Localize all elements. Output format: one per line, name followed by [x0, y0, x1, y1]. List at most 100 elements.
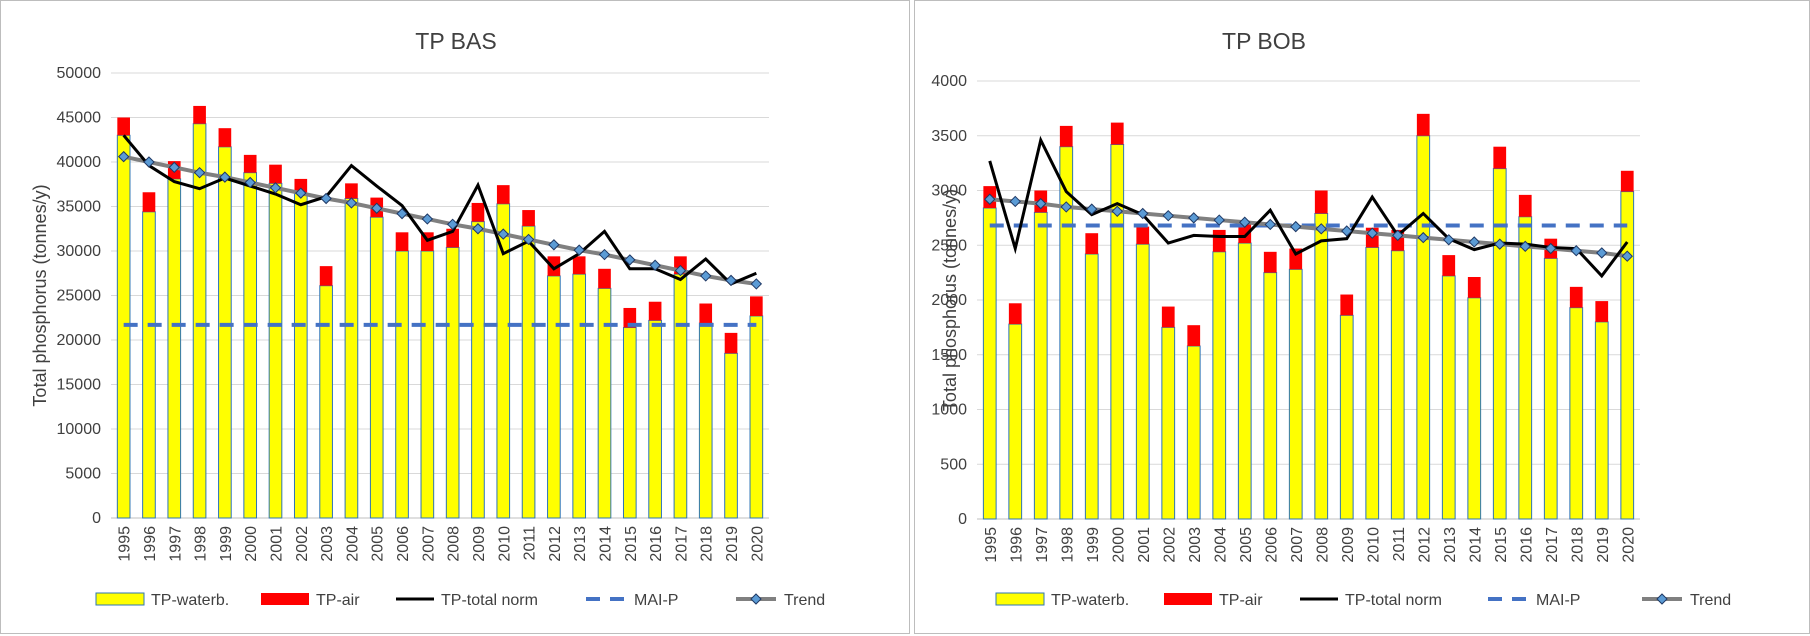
bar-tp-waterb: [1569, 307, 1584, 520]
y-tick-label: 0: [92, 510, 101, 527]
bar-tp-air: [750, 296, 763, 316]
bar-tp-waterb: [1084, 253, 1099, 520]
bar-tp-air: [547, 256, 561, 276]
bar-tp-air: [1518, 194, 1532, 217]
bar-tp-waterb: [1518, 216, 1533, 520]
bar-tp-air: [269, 164, 282, 184]
x-tick-label: 2004: [344, 526, 361, 562]
trend-marker: [1545, 242, 1557, 255]
x-tick-label: 2003: [319, 526, 336, 562]
bar-tp-air: [395, 232, 409, 251]
bar-tp-waterb: [1237, 242, 1252, 520]
trend-marker: [168, 161, 180, 174]
bar-tp-waterb: [673, 273, 688, 519]
bar-tp-waterb: [1390, 250, 1405, 520]
x-tick-label: 2012: [1416, 527, 1433, 563]
bar-tp-air: [117, 117, 130, 136]
chart-panel-tp-bas: TP BAS 0 5000 10000 15000 20000 25000 30000 3500…: [0, 0, 910, 634]
trend-marker: [396, 207, 408, 220]
trend-marker: [1392, 229, 1404, 242]
trend-marker: [1570, 245, 1582, 257]
bar-tp-waterb: [749, 315, 764, 519]
trend-marker: [1060, 201, 1072, 213]
y-axis-label: Total phosphorus (tonnes/y): [30, 184, 50, 406]
trend-marker: [193, 166, 206, 179]
bar-tp-air: [1263, 251, 1277, 273]
bar-tp-air: [1569, 286, 1583, 308]
x-tick-label: 2001: [269, 526, 286, 562]
bar-tp-waterb: [521, 225, 536, 519]
bar-tp-waterb: [1161, 326, 1176, 520]
bar-tp-air: [1059, 125, 1073, 147]
x-tick-label: 2000: [243, 526, 260, 562]
legend-label-tp-waterb: TP-waterb.: [1051, 592, 1129, 609]
bar-tp-waterb: [1288, 268, 1303, 520]
legend-label-mai-p: MAI-P: [634, 592, 678, 609]
bar-tp-waterb: [192, 123, 207, 519]
x-tick-label: 2014: [1467, 527, 1484, 563]
y-tick-label: 3000: [931, 183, 967, 200]
bar-tp-waterb: [982, 207, 997, 520]
trend-marker: [1290, 220, 1302, 233]
trend-marker: [700, 270, 712, 282]
bar-tp-waterb: [597, 287, 612, 519]
x-tick-label: 1998: [1059, 527, 1076, 563]
x-tick-label: 2017: [1544, 527, 1561, 563]
x-tick-label: 2016: [1518, 527, 1535, 563]
trend-marker: [1519, 240, 1531, 253]
trend-marker: [1341, 225, 1353, 237]
x-tick-label: 2005: [1238, 527, 1255, 563]
chart-panel-tp-bob: TP BOB 0 500 1000 1500 2000 2500 3000 3500 4000 To…: [914, 0, 1810, 634]
bar-tp-air: [1595, 301, 1609, 322]
bar-tp-waterb: [648, 319, 662, 519]
trend-marker: [1213, 214, 1225, 226]
trend-marker: [446, 218, 459, 231]
legend-trend-marker: [1656, 593, 1668, 605]
y-tick-label: 500: [940, 456, 967, 473]
trend-marker: [1366, 227, 1378, 239]
bar-tp-waterb: [319, 285, 333, 519]
trend-marker: [725, 274, 737, 287]
x-tick-label: 1996: [1008, 527, 1025, 563]
y-tick-label: 1500: [931, 347, 967, 364]
bar-tp-air: [1442, 255, 1456, 276]
bar-tp-waterb: [1186, 345, 1201, 520]
bar-tp-air: [471, 202, 485, 222]
x-tick-label: 2009: [471, 526, 488, 562]
bar-tp-air: [1493, 146, 1507, 169]
bar-tp-air: [1212, 229, 1226, 252]
trend-marker: [320, 192, 332, 205]
trend-marker: [1239, 216, 1251, 228]
bar-tp-waterb: [1135, 243, 1150, 520]
bar-tp-air: [1008, 303, 1022, 325]
legend-swatch-tp-air: [1164, 593, 1212, 605]
bar-tp-air: [1085, 233, 1099, 255]
x-tick-label: 2020: [749, 526, 766, 562]
bar-tp-waterb: [572, 273, 587, 519]
legend-swatch-tp-air: [261, 593, 309, 605]
bar-tp-air: [1187, 325, 1201, 346]
y-tick-label: 2000: [931, 292, 967, 309]
trend-marker: [244, 176, 256, 189]
bar-tp-waterb: [344, 197, 359, 519]
bar-tp-air: [623, 307, 637, 328]
y-tick-label: 25000: [57, 288, 102, 305]
x-tick-label: 2011: [522, 526, 539, 561]
x-tick-label: 1999: [218, 526, 235, 562]
x-tick-label: 2015: [623, 526, 640, 562]
bar-tp-waterb: [142, 211, 156, 519]
x-tick-label: 2005: [370, 526, 387, 562]
y-tick-label: 5000: [65, 466, 101, 483]
y-tick-label: 3500: [931, 128, 967, 145]
bar-tp-waterb: [1543, 257, 1558, 520]
trend-marker: [497, 228, 509, 240]
x-tick-label: 2019: [1595, 527, 1612, 563]
bar-tp-air: [1110, 122, 1124, 145]
bar-tp-air: [1161, 306, 1175, 328]
trend-marker: [522, 233, 535, 246]
trend-marker: [674, 264, 687, 277]
bar-tp-air: [724, 332, 738, 354]
bar-tp-air: [1620, 170, 1634, 192]
bar-tp-air: [648, 301, 662, 321]
x-tick-label: 2009: [1340, 527, 1357, 563]
